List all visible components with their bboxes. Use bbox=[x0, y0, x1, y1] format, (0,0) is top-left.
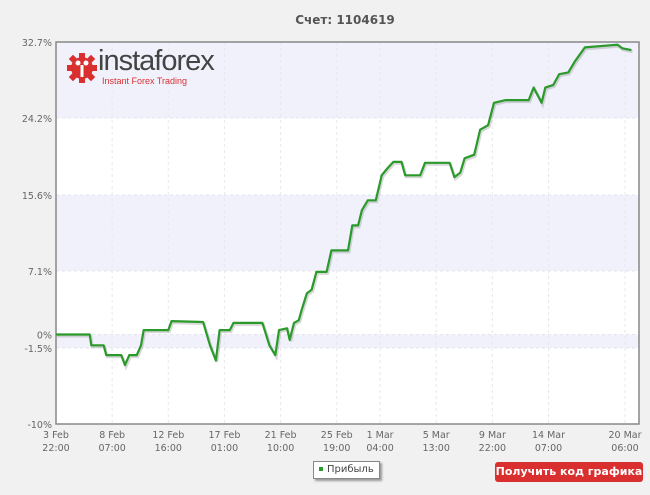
x-tick-label: 17 Feb bbox=[208, 430, 240, 441]
legend-swatch bbox=[319, 467, 323, 471]
x-tick-label: 10:00 bbox=[267, 443, 294, 454]
legend-item-profit[interactable]: Прибыль bbox=[313, 461, 380, 479]
legend-label: Прибыль bbox=[327, 464, 374, 475]
chart-title: Счет: 1104619 bbox=[295, 13, 395, 27]
logo-name: instaforex bbox=[98, 45, 215, 77]
y-tick-label: -1.5% bbox=[24, 344, 52, 355]
x-tick-label: 3 Feb bbox=[43, 430, 69, 441]
series-shadow bbox=[57, 44, 633, 371]
logo-tagline: Instant Forex Trading bbox=[102, 76, 188, 86]
x-tick-label: 04:00 bbox=[366, 443, 393, 454]
plot-border bbox=[55, 41, 640, 425]
y-tick-label: -10% bbox=[27, 420, 52, 431]
grid-band bbox=[56, 42, 639, 119]
x-tick-label: 21 Feb bbox=[265, 430, 297, 441]
x-tick-label: 14 Mar bbox=[532, 430, 565, 441]
x-tick-label: 22:00 bbox=[479, 443, 506, 454]
grid-band bbox=[56, 334, 639, 348]
x-tick-label: 22:00 bbox=[42, 443, 69, 454]
x-tick-label: 20 Mar bbox=[608, 430, 641, 441]
y-tick-label: 15.6% bbox=[22, 191, 52, 202]
x-tick-label: 12 Feb bbox=[152, 430, 184, 441]
x-tick-label: 16:00 bbox=[155, 443, 182, 454]
x-tick-label: 25 Feb bbox=[321, 430, 353, 441]
grid-band bbox=[56, 194, 639, 272]
x-tick-label: 13:00 bbox=[423, 443, 450, 454]
x-tick-label: 1 Mar bbox=[367, 430, 394, 441]
series-line-profit bbox=[56, 43, 632, 367]
x-tick-label: 19:00 bbox=[323, 443, 350, 454]
y-tick-label: 24.2% bbox=[22, 114, 52, 125]
y-tick-label: 32.7% bbox=[22, 38, 52, 49]
x-tick-label: 07:00 bbox=[535, 443, 562, 454]
gear-logo-icon bbox=[67, 53, 97, 83]
x-tick-label: 5 Mar bbox=[423, 430, 450, 441]
x-tick-label: 07:00 bbox=[98, 443, 125, 454]
y-tick-label: 7.1% bbox=[28, 267, 52, 278]
x-tick-label: 9 Mar bbox=[479, 430, 506, 441]
get-chart-code-button[interactable]: Получить код графика bbox=[495, 462, 643, 482]
x-tick-label: 01:00 bbox=[211, 443, 238, 454]
y-tick-label: 0% bbox=[37, 331, 52, 342]
x-tick-label: 8 Feb bbox=[99, 430, 125, 441]
x-tick-label: 06:00 bbox=[611, 443, 638, 454]
